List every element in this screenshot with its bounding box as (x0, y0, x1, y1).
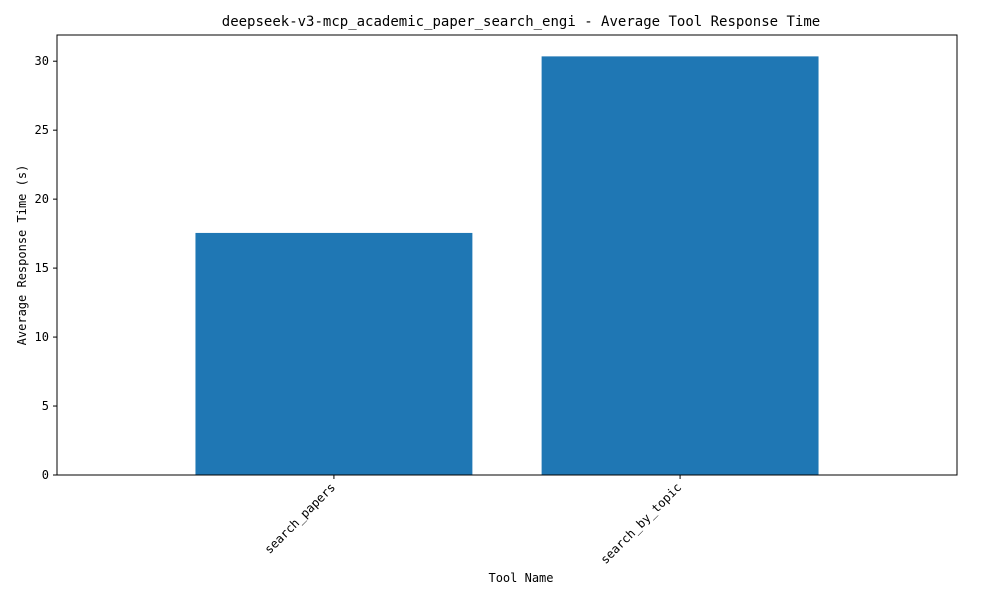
plot-frame (56, 34, 958, 476)
chart-title: deepseek-v3-mcp_academic_paper_search_en… (222, 14, 820, 30)
x-axis-label: Tool Name (488, 571, 553, 585)
y-tick-label: 5 (42, 399, 49, 413)
y-tick-label: 0 (42, 468, 49, 482)
x-tick-label: search_by_topic (598, 480, 685, 567)
y-tick-label: 30 (35, 54, 49, 68)
y-tick-label: 20 (35, 192, 49, 206)
bar-search-by-topic (541, 56, 819, 476)
x-axis: search_papers search_by_topic (262, 475, 684, 567)
y-axis: 0 5 10 15 20 25 30 (35, 54, 57, 482)
y-axis-label: Average Response Time (s) (15, 165, 29, 346)
y-tick-label: 25 (35, 123, 49, 137)
y-tick-label: 15 (35, 261, 49, 275)
bars-group (195, 56, 819, 476)
bar-search-papers (195, 232, 473, 475)
y-tick-label: 10 (35, 330, 49, 344)
x-tick-label: search_papers (262, 480, 338, 556)
